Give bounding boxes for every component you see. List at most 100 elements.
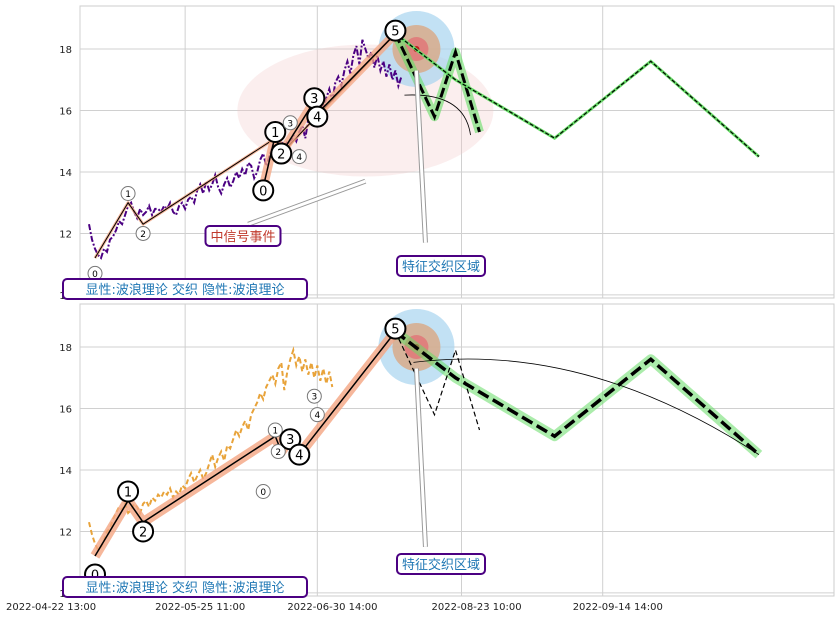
wave-label-text: 4 [296,153,302,163]
y-tick-label: 14 [59,168,72,179]
wave-label-circle [117,480,140,503]
arrow-shaft [414,368,427,547]
wave-label-text: 2 [277,148,285,163]
wave-label-text: 1 [272,427,278,437]
wave-label-circle [270,142,293,165]
wave-label: 4 [306,105,329,128]
x-tick-label: 2022-05-25 11:00 [155,602,245,613]
wave-label-text: 4 [313,111,321,126]
x-tick-label: 2022-08-23 10:00 [432,602,522,613]
wave-label-text: 1 [271,126,279,141]
plot-frame [79,303,835,597]
footer-label: 显性:波浪理论 交织 隐性:波浪理论 [62,576,308,598]
y-tick-label: 12 [59,527,72,538]
wave-label-text: 0 [260,488,266,498]
wave-label-circle [255,483,271,499]
annotation-feature-zone-box [396,255,486,277]
wave-label-text: 2 [275,448,281,458]
annotation-signal-event-box [204,225,282,247]
y-tick-label: 16 [59,107,72,118]
wave-label-circle [282,115,298,131]
wave-label: 1 [120,185,136,201]
annotation-signal-event: 中信号事件 [204,225,282,247]
annotation-feature-zone-box [396,553,486,575]
y-tick-label: 14 [59,466,72,477]
price-series-line [88,39,403,260]
wave-label: 1 [117,480,140,503]
y-tick-label: 18 [59,343,72,354]
wave-label-text: 3 [311,393,317,403]
wave-label: 3 [306,388,322,404]
footer-label-box [62,576,308,598]
wave-label: 1 [264,121,287,144]
wave-label-text: 5 [391,25,399,40]
panel-1: 101214161801201234345中信号事件特征交织区域显性:波浪理论 … [59,5,835,302]
wave-label-circle [306,388,322,404]
projection-long [395,33,760,158]
projection-arc [413,358,760,455]
diag-arrow [247,179,366,226]
x-tick-label: 2022-04-22 13:00 [6,602,96,613]
footer-label: 显性:波浪理论 交织 隐性:波浪理论 [62,278,308,300]
wave-label-circle [120,185,136,201]
wave-label: 3 [303,87,326,110]
wave-label-text: 0 [91,568,99,583]
projection-main [394,331,481,431]
wave-line [94,33,396,259]
panel-2: 101214161801201234345特征交织区域显性:波浪理论 交织 隐性… [59,303,835,600]
wave-label-circle [291,149,307,165]
x-tick-label: 2022-06-30 14:00 [287,602,377,613]
wave-label-circle [288,443,311,466]
wave-label: 1 [267,422,283,438]
annotation-feature-zone: 特征交织区域 [396,553,486,575]
annotation-feature-zone: 特征交织区域 [396,255,486,277]
wave-line-secondary [262,33,396,188]
wave-label: 2 [270,444,286,460]
x-tick-label: 2022-09-14 14:00 [573,602,663,613]
wave-label: 5 [384,317,407,340]
wave-label-text: 2 [140,230,146,240]
annotation-signal-event-text: 中信号事件 [210,230,275,245]
wave-label-circle [252,179,275,202]
wave-label-text: 2 [139,525,147,540]
wave-label-circle [135,225,151,241]
wave-label-circle [264,121,287,144]
y-tick-label: 16 [59,405,72,416]
wave-label: 2 [132,520,155,543]
footer-label-text: 显性:波浪理论 交织 隐性:波浪理论 [85,282,284,298]
wave-label: 0 [87,265,103,281]
wave-label-circle [267,422,283,438]
wave-label-circle [309,407,325,423]
wave-label-circle [306,105,329,128]
wave-label-text: 3 [286,433,294,448]
wave-label: 3 [282,115,298,131]
wave-label-text: 5 [391,323,399,338]
wave-label-text: 1 [125,190,131,200]
wave-label: 0 [255,483,271,499]
footer-label-text: 显性:波浪理论 交织 隐性:波浪理论 [85,580,284,596]
wave-label-text: 4 [295,449,303,464]
footer-label-box [62,278,308,300]
wave-label: 2 [135,225,151,241]
wave-label-circle [384,19,407,42]
wave-label: 2 [270,142,293,165]
annotation-feature-zone-text: 特征交织区域 [402,557,480,573]
wave-label: 0 [252,179,275,202]
wave-label-circle [132,520,155,543]
wave-label: 4 [309,407,325,423]
wave-label-text: 3 [287,119,293,129]
wave-label: 4 [288,443,311,466]
arrow-shaft [414,70,427,243]
wave-label: 5 [384,19,407,42]
annotation-feature-zone-text: 特征交织区域 [402,259,480,275]
y-tick-label: 18 [59,45,72,56]
wave-label-circle [270,444,286,460]
projection-long [394,330,761,456]
wave-label: 4 [291,149,307,165]
y-tick-label: 12 [59,229,72,240]
wave-label-text: 0 [259,184,267,199]
wave-label-text: 4 [314,411,320,421]
wave-label-text: 1 [124,485,132,500]
